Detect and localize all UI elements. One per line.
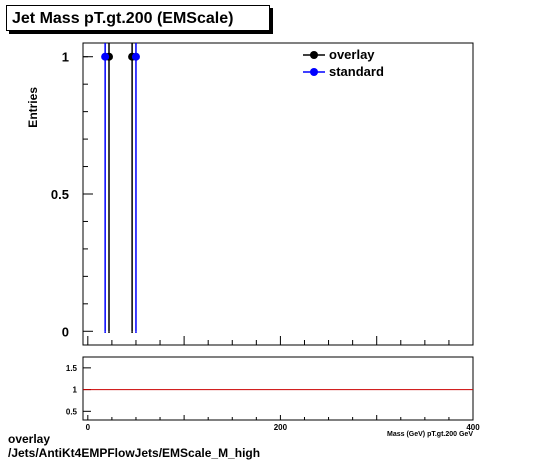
main-y-tick-label: 1 <box>62 50 69 65</box>
data-point <box>131 52 140 61</box>
chart-title: Jet Mass pT.gt.200 (EMScale) <box>6 5 270 31</box>
main-plot-frame <box>82 42 474 346</box>
main-data-points <box>101 43 140 333</box>
caption-line-2: /Jets/AntiKt4EMPFlowJets/EMScale_M_high <box>8 446 261 460</box>
legend: overlay standard <box>303 47 384 79</box>
legend-standard-marker <box>310 68 318 76</box>
legend-overlay-marker <box>310 51 318 59</box>
legend-overlay-label: overlay <box>329 47 375 62</box>
x-axis-label: Mass (GeV) pT.gt.200 GeV <box>387 431 473 438</box>
ratio-x-tick-label: 400 <box>466 423 480 432</box>
main-y-tick-label: 0 <box>62 324 69 339</box>
ratio-y-tick-label: 1.5 <box>66 364 78 373</box>
ratio-plot-frame <box>82 356 474 421</box>
y-axis-label: Entries <box>26 87 40 128</box>
caption-line-1: overlay <box>8 432 51 446</box>
main-y-axis: 00.51 <box>51 50 93 339</box>
data-point <box>101 52 110 61</box>
main-x-axis <box>87 336 474 345</box>
ratio-y-tick-label: 0.5 <box>66 407 78 416</box>
ratio-y-tick-label: 1 <box>73 386 78 395</box>
main-y-tick-label: 0.5 <box>51 187 69 202</box>
ratio-x-axis: 0 200 400 <box>86 415 480 432</box>
ratio-x-tick-label: 0 <box>86 423 91 432</box>
ratio-x-tick-label: 200 <box>274 423 288 432</box>
legend-standard-label: standard <box>329 64 384 79</box>
